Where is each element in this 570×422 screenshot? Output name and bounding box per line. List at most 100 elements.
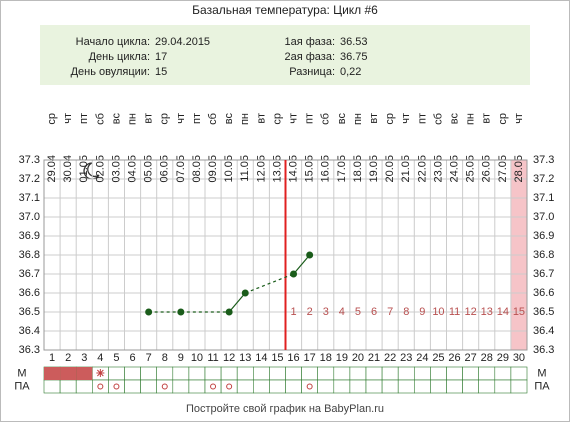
info-value: 36.75 <box>340 51 368 63</box>
pa-mark <box>210 383 217 390</box>
weekday-label: чт <box>287 113 299 124</box>
date-label: 10.05 <box>223 155 235 183</box>
date-label: 19.05 <box>368 155 380 183</box>
y-tick-label: 36.3 <box>533 344 554 356</box>
x-tick-label: 25 <box>432 352 444 364</box>
data-point <box>145 308 153 316</box>
m-cell <box>397 366 415 381</box>
date-label: 05.05 <box>143 155 155 183</box>
weekday-label: сб <box>207 113 219 125</box>
pa-cell <box>269 379 286 394</box>
date-label: 28.05 <box>513 155 525 183</box>
m-cell <box>381 366 399 381</box>
x-tick-label: 20 <box>352 352 364 364</box>
info-value: 29.04.2015 <box>155 36 210 48</box>
m-cell <box>220 366 238 381</box>
date-label: 09.05 <box>207 155 219 183</box>
pa-cell <box>494 379 512 394</box>
pa-cell <box>349 379 367 394</box>
m-cell <box>236 366 254 381</box>
m-cell <box>140 366 158 381</box>
m-cell <box>269 366 286 381</box>
date-label: 20.05 <box>384 155 396 183</box>
y-tick-label: 37.3 <box>533 154 554 166</box>
date-label: 14.05 <box>287 155 299 183</box>
info-label: День цикла: <box>89 51 150 63</box>
m-cell <box>172 366 190 381</box>
m-cell <box>317 366 335 381</box>
x-tick-label: 14 <box>255 352 267 364</box>
date-label: 16.05 <box>320 155 332 183</box>
x-tick-label: 5 <box>113 352 119 364</box>
weekday-label: пт <box>416 113 428 124</box>
weekday-label: пн <box>352 113 364 125</box>
y-tick-label: 36.8 <box>533 249 554 261</box>
m-cell <box>108 366 125 381</box>
info-label: День овуляции: <box>71 66 150 78</box>
pa-cell <box>365 379 383 394</box>
x-tick-label: 22 <box>384 352 396 364</box>
weekday-label: пн <box>126 113 138 125</box>
pa-cell <box>92 379 109 394</box>
date-label: 11.05 <box>239 155 251 182</box>
info-value: 17 <box>155 51 167 63</box>
pa-cell <box>510 379 528 394</box>
y-tick-label: 37.2 <box>19 173 40 185</box>
phase-day-label: 3 <box>323 306 329 318</box>
row-label: М <box>17 367 26 379</box>
phase-day-label: 1 <box>290 306 296 318</box>
y-tick-label: 36.5 <box>533 306 554 318</box>
weekday-label: вс <box>336 113 348 125</box>
date-label: 26.05 <box>481 155 493 183</box>
date-label: 23.05 <box>432 155 444 183</box>
date-label: 06.05 <box>159 155 171 183</box>
weekday-label: вс <box>223 113 235 125</box>
weekday-label: сб <box>432 113 444 125</box>
pa-cell <box>478 379 496 394</box>
info-label: 1ая фаза: <box>284 36 335 48</box>
m-cell <box>413 366 431 381</box>
weekday-label: пт <box>191 113 203 124</box>
info-label: Начало цикла: <box>76 36 150 48</box>
menstruation-cell <box>60 367 77 380</box>
y-tick-label: 37.2 <box>533 173 554 185</box>
weekday-label: вс <box>448 113 460 125</box>
row-label: ПА <box>534 380 550 392</box>
phase-day-label: 13 <box>481 306 493 318</box>
phase-day-label: 12 <box>465 306 477 318</box>
x-tick-label: 15 <box>271 352 283 364</box>
menstruation-cell <box>44 367 61 380</box>
m-cell <box>365 366 383 381</box>
pa-cell <box>446 379 463 394</box>
weekday-label: ср <box>384 113 396 125</box>
pa-cell <box>333 379 351 394</box>
x-tick-label: 30 <box>513 352 525 364</box>
weekday-label: сб <box>320 113 332 125</box>
m-cell <box>510 366 528 381</box>
y-tick-label: 36.7 <box>533 268 554 280</box>
pa-cell <box>75 379 93 394</box>
x-tick-label: 13 <box>239 352 251 364</box>
y-tick-label: 37.3 <box>19 154 40 166</box>
y-tick-label: 37.1 <box>533 192 554 204</box>
y-tick-label: 36.6 <box>533 287 554 299</box>
x-tick-label: 10 <box>191 352 203 364</box>
phase-day-label: 6 <box>371 306 377 318</box>
line-segment <box>245 273 294 294</box>
info-label: Разница: <box>289 66 335 78</box>
spotting-star <box>96 369 105 377</box>
weekday-label: пн <box>465 113 477 125</box>
info-value: 0,22 <box>340 66 361 78</box>
date-label: 24.05 <box>448 155 460 183</box>
line-segment <box>228 292 246 313</box>
x-tick-label: 6 <box>129 352 135 364</box>
weekday-label: пт <box>304 113 316 124</box>
date-label: 22.05 <box>416 155 428 183</box>
phase-day-label: 11 <box>449 306 460 318</box>
pa-cell <box>156 379 174 394</box>
date-label: 12.05 <box>255 155 267 183</box>
date-label: 18.05 <box>352 155 364 183</box>
phase-day-label: 9 <box>419 306 425 318</box>
pa-cell <box>301 379 319 394</box>
pa-cell <box>140 379 158 394</box>
